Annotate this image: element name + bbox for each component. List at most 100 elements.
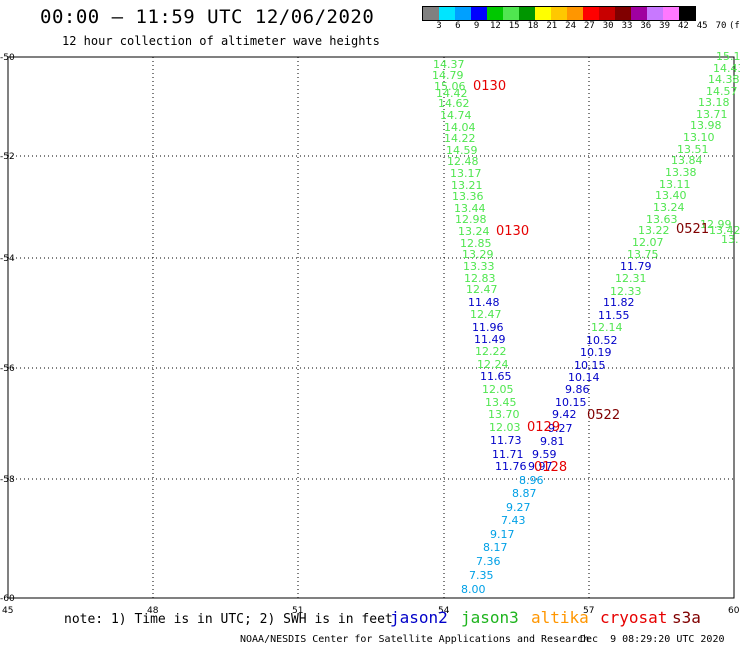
wave-height-label: 9.86 (565, 383, 590, 396)
color-scale-label: 18 (527, 21, 539, 31)
wave-height-label: 8.87 (512, 487, 537, 500)
wave-height-label: 11.96 (472, 321, 504, 334)
wave-height-label: 10.15 (574, 359, 606, 372)
page-subtitle: 12 hour collection of altimeter wave hei… (62, 34, 380, 48)
wave-height-label: 12.14 (591, 321, 623, 334)
page-title: 00:00 – 11:59 UTC 12/06/2020 (40, 6, 375, 28)
y-tick-label: -60 (0, 594, 15, 604)
wave-height-label: 13.75 (627, 248, 659, 261)
wave-height-label: 9.27 (548, 422, 573, 435)
wave-height-label: 13.18 (698, 96, 730, 109)
y-tick-label: -54 (0, 254, 15, 264)
wave-height-label: 12.47 (470, 308, 502, 321)
wave-height-label: 13.22 (638, 224, 670, 237)
color-swatch (519, 7, 535, 20)
color-scale-label: 27 (583, 21, 595, 31)
wave-height-label: 9.59 (532, 448, 557, 461)
wave-height-label: 11.73 (490, 434, 522, 447)
pass-time-label: 0522 (587, 408, 620, 423)
color-scale-label: 42 (677, 21, 689, 31)
x-tick-label: 54 (438, 606, 450, 616)
color-scale-label: 39 (659, 21, 671, 31)
color-swatch (535, 7, 551, 20)
wave-height-label: 13.29 (462, 248, 494, 261)
wave-height-label: 11.55 (598, 309, 630, 322)
legend-item-cryosat: cryosat (600, 608, 668, 627)
wave-height-label: 10.19 (580, 346, 612, 359)
wave-height-label: 7.35 (469, 569, 494, 582)
wave-height-label: 11.48 (468, 296, 500, 309)
color-swatch (503, 7, 519, 20)
color-swatch (647, 7, 663, 20)
legend-item-jason3: jason3 (461, 608, 519, 627)
wave-height-label: 13.63 (646, 213, 678, 226)
color-scale-label: 3 (436, 21, 442, 31)
color-swatch (663, 7, 679, 20)
wave-height-label: 14.62 (438, 97, 470, 110)
map-frame (7, 56, 735, 599)
wave-height-label: 13.98 (690, 119, 722, 132)
color-swatch (679, 7, 695, 20)
wave-height-label: 13.44 (454, 202, 486, 215)
wave-height-label: 9.81 (540, 435, 565, 448)
wave-height-label: 11.71 (492, 448, 524, 461)
wave-height-label: 9.97 (528, 460, 553, 473)
wave-height-label: 14.79 (432, 69, 464, 82)
wave-height-label: 14.57 (706, 85, 738, 98)
wave-height-label: 10.52 (586, 334, 618, 347)
color-scale-label: 70 (715, 21, 727, 31)
wave-height-label: 13.70 (488, 408, 520, 421)
wave-height-label: 13.17 (450, 167, 482, 180)
wave-height-label: 13.11 (659, 178, 691, 191)
color-scale-label: 33 (621, 21, 633, 31)
wave-height-label: 11.79 (620, 260, 652, 273)
wave-height-label: 12.31 (615, 272, 647, 285)
wave-height-label: 14.74 (440, 109, 472, 122)
wave-height-label: 11.65 (480, 370, 512, 383)
color-scale-label: 45 (696, 21, 708, 31)
wave-height-label: 12.07 (632, 236, 664, 249)
wave-height-label: 12.48 (447, 155, 479, 168)
y-tick-label: -58 (0, 475, 15, 485)
color-scale-label: 24 (565, 21, 577, 31)
color-swatch (423, 7, 439, 20)
color-scale-label: 9 (473, 21, 480, 31)
pass-time-label: 0130 (496, 224, 529, 239)
wave-height-label: 12.05 (482, 383, 514, 396)
color-swatch (631, 7, 647, 20)
wave-height-label: 9.42 (552, 408, 577, 421)
wave-height-label: 13.40 (655, 189, 687, 202)
footer-timestamp: Dec 9 08:29:20 UTC 2020 (580, 634, 725, 645)
wave-height-label: 12.33 (610, 285, 642, 298)
x-tick-label: 60 (728, 606, 740, 616)
y-tick-label: -56 (0, 364, 15, 374)
wave-height-label: 11.49 (474, 333, 506, 346)
pass-time-label: 0521 (676, 222, 709, 237)
color-swatch (551, 7, 567, 20)
wave-height-label: 11.76 (495, 460, 527, 473)
color-swatch (439, 7, 455, 20)
wave-height-label: 10.15 (555, 396, 587, 409)
color-scale-bar (422, 6, 696, 21)
wave-height-label: 15.06 (434, 80, 466, 93)
wave-height-label: 14.59 (446, 144, 478, 157)
pass-time-label: 0128 (534, 460, 567, 475)
wave-height-label: 12.83 (464, 272, 496, 285)
wave-height-label: 14.38 (708, 73, 740, 86)
y-tick-label: -50 (0, 53, 15, 63)
pass-time-label: 0129 (527, 420, 560, 435)
wave-height-label: 12.98 (455, 213, 487, 226)
wave-height-label: 14.37 (433, 58, 465, 71)
wave-height-label: 9.17 (490, 528, 515, 541)
wave-height-label: 8.17 (483, 541, 508, 554)
wave-height-label: 13.84 (671, 154, 703, 167)
wave-height-label: 8.96 (519, 474, 544, 487)
wave-height-label: 13.36 (452, 190, 484, 203)
wave-height-label: 13.42 (709, 224, 740, 237)
wave-height-label: 15.1 (716, 50, 740, 63)
wave-height-label: 7.36 (476, 555, 501, 568)
x-tick-label: 45 (2, 606, 13, 616)
color-swatch (615, 7, 631, 20)
wave-height-label: 14.43 (713, 62, 740, 75)
